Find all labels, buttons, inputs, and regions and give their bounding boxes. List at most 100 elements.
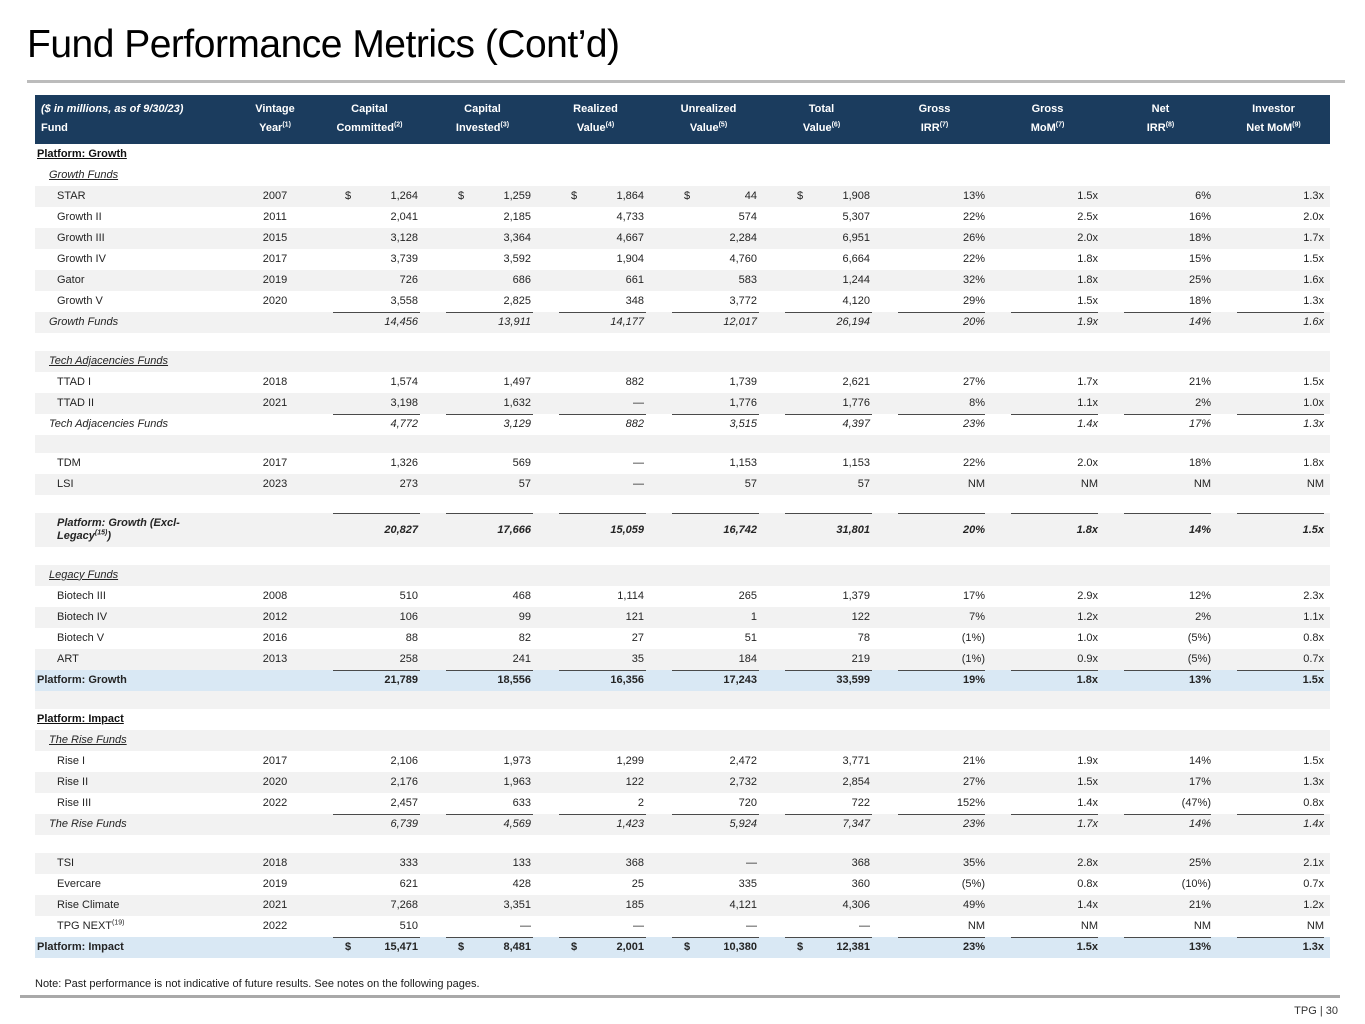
ratio-cell: 13% bbox=[1104, 669, 1217, 691]
sum-rule bbox=[898, 413, 985, 415]
value-number: 7,347 bbox=[842, 818, 870, 831]
ratio-number: 1.8x bbox=[1077, 253, 1098, 266]
fund-row: ART 2013 258 241 35 184 219 (1%) 0.9x (5%) 0.7x bbox=[35, 648, 1330, 670]
sum-rule bbox=[559, 512, 646, 514]
value-cell: 3,592 bbox=[426, 249, 539, 270]
ratio-number: 0.9x bbox=[1077, 653, 1098, 666]
vintage-year-cell bbox=[237, 937, 313, 958]
value-cell: 574 bbox=[652, 207, 765, 228]
value-number: 2,621 bbox=[842, 376, 870, 389]
value-number: 882 bbox=[625, 418, 644, 431]
vintage-year-cell: 2022 bbox=[262, 797, 288, 810]
ratio-cell: 2.5x bbox=[991, 207, 1104, 228]
ratio-cell: 21% bbox=[1104, 372, 1217, 393]
fund-name: Biotech III bbox=[57, 589, 106, 602]
fund-performance-table: ($ in millions, as of 9/30/23) Fund Vint… bbox=[35, 94, 1330, 958]
ratio-number: 1.3x bbox=[1303, 776, 1324, 789]
ratio-cell: (1%) bbox=[878, 628, 991, 649]
vintage-year-cell: 2020 bbox=[262, 776, 288, 789]
value-cell: — bbox=[652, 853, 765, 874]
ratio-number: 1.0x bbox=[1077, 632, 1098, 645]
section-row: Platform: Impact bbox=[35, 708, 1330, 730]
ratio-number: 1.5x bbox=[1303, 253, 1324, 266]
ratio-cell: NM bbox=[878, 916, 991, 937]
ratio-cell: 0.9x bbox=[991, 649, 1104, 670]
fund-name-cell: TSI bbox=[35, 853, 237, 874]
value-number: 35 bbox=[631, 653, 644, 666]
row-label-cell: The Rise Funds bbox=[35, 730, 1330, 751]
sum-rule bbox=[446, 669, 533, 671]
ratio-cell: NM bbox=[1217, 474, 1330, 495]
fund-row: Biotech V 2016 88 82 27 51 78 (1%) 1.0x (5%) 0.8x bbox=[35, 627, 1330, 649]
sum-rule bbox=[785, 311, 872, 313]
sum-rule bbox=[672, 669, 759, 671]
ratio-number: 1.4x bbox=[1303, 818, 1324, 831]
ratio-cell: 2.0x bbox=[991, 453, 1104, 474]
ratio-number: NM bbox=[967, 920, 985, 933]
sum-rule bbox=[1124, 936, 1211, 938]
ratio-number: 1.5x bbox=[1302, 523, 1324, 536]
value-number: 569 bbox=[512, 457, 531, 470]
ratio-cell: 18% bbox=[1104, 453, 1217, 474]
ratio-cell: 1.8x bbox=[991, 270, 1104, 291]
ratio-number: 49% bbox=[962, 899, 985, 912]
value-number: 621 bbox=[399, 878, 418, 891]
row-label: The Rise Funds bbox=[49, 733, 127, 746]
ratio-number: 2% bbox=[1195, 611, 1211, 624]
sum-rule bbox=[898, 669, 985, 671]
ratio-cell: 0.8x bbox=[1217, 793, 1330, 814]
ratio-cell: 27% bbox=[878, 372, 991, 393]
value-cell: 4,760 bbox=[652, 249, 765, 270]
ratio-cell: 0.7x bbox=[1217, 649, 1330, 670]
vintage-year-cell: 2016 bbox=[262, 632, 288, 645]
ratio-cell: 17% bbox=[1104, 413, 1217, 435]
value-number: — bbox=[633, 920, 644, 933]
value-number: 1,776 bbox=[729, 397, 757, 410]
fund-name-cell: Growth V bbox=[35, 291, 237, 312]
value-number: 2,284 bbox=[729, 232, 757, 245]
vintage-year-cell bbox=[237, 513, 313, 547]
ratio-number: 0.7x bbox=[1303, 653, 1324, 666]
ratio-cell: 26% bbox=[878, 228, 991, 249]
blank-row bbox=[35, 434, 1330, 453]
value-number: 122 bbox=[851, 611, 870, 624]
ratio-number: 1.0x bbox=[1303, 397, 1324, 410]
value-number: 1,904 bbox=[616, 253, 644, 266]
ratio-cell: 2.9x bbox=[991, 586, 1104, 607]
dollar-sign: $ bbox=[684, 190, 691, 203]
ratio-cell: 0.7x bbox=[1217, 874, 1330, 895]
ratio-cell: 2% bbox=[1104, 607, 1217, 628]
value-cell: 265 bbox=[652, 586, 765, 607]
value-number: 428 bbox=[512, 878, 531, 891]
value-cell: 7,347 bbox=[765, 813, 878, 835]
value-cell: 133 bbox=[426, 853, 539, 874]
ratio-cell: 1.5x bbox=[1217, 512, 1330, 547]
ratio-number: 8% bbox=[969, 397, 985, 410]
ratio-number: 2% bbox=[1195, 397, 1211, 410]
ratio-cell: 1.5x bbox=[1217, 751, 1330, 772]
value-number: 686 bbox=[512, 274, 531, 287]
ratio-cell: 2.0x bbox=[1217, 207, 1330, 228]
value-cell: 1,299 bbox=[539, 751, 652, 772]
value-cell: 5,307 bbox=[765, 207, 878, 228]
ratio-cell: 1.3x bbox=[1217, 772, 1330, 793]
fund-name-cell: TTAD I bbox=[35, 372, 237, 393]
ratio-number: 2.3x bbox=[1303, 590, 1324, 603]
sum-rule bbox=[1124, 669, 1211, 671]
fund-name: Growth IV bbox=[57, 252, 106, 265]
ratio-cell: 20% bbox=[878, 512, 991, 547]
value-number: 27 bbox=[631, 632, 644, 645]
ratio-number: 2.9x bbox=[1077, 590, 1098, 603]
sum-rule bbox=[1011, 813, 1098, 815]
value-number: 2,041 bbox=[390, 211, 418, 224]
value-cell: $1,864 bbox=[539, 186, 652, 207]
value-cell: 686 bbox=[426, 270, 539, 291]
fund-name-cell: Rise III bbox=[35, 793, 237, 814]
value-number: 3,772 bbox=[729, 295, 757, 308]
sum-rule bbox=[1011, 311, 1098, 313]
value-number: — bbox=[633, 397, 644, 410]
ratio-cell: 1.5x bbox=[1217, 372, 1330, 393]
value-number: 722 bbox=[851, 797, 870, 810]
value-cell: 1,632 bbox=[426, 393, 539, 414]
fund-name-cell: TDM bbox=[35, 453, 237, 474]
